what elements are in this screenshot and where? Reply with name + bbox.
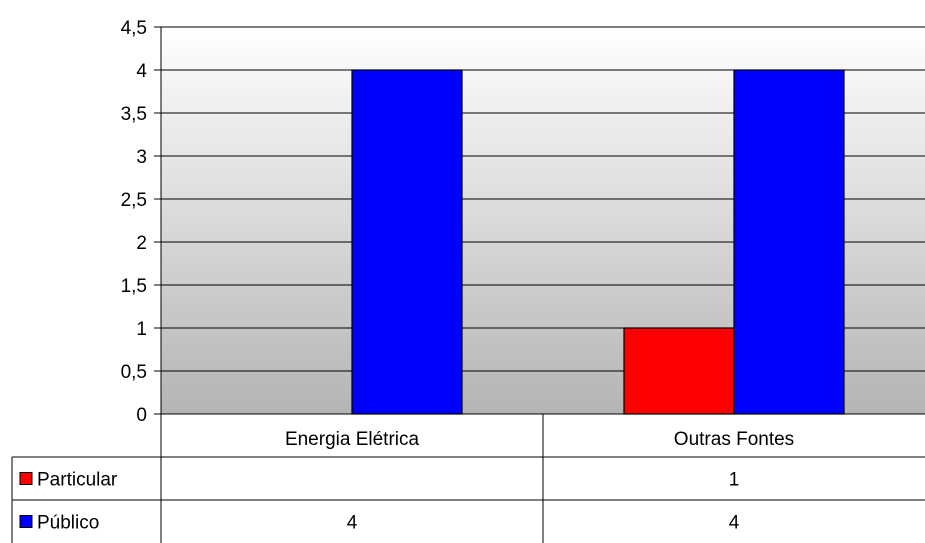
y-tick-label: 1 xyxy=(136,319,147,340)
y-tick-label: 0,5 xyxy=(121,362,147,383)
legend-label: Particular xyxy=(37,470,118,491)
data-label: 4 xyxy=(729,513,740,534)
y-tick-label: 0 xyxy=(136,405,147,426)
bar-público-2 xyxy=(733,69,845,415)
bar-público-1 xyxy=(351,69,463,415)
category-label: Outras Fontes xyxy=(674,429,794,450)
bar-particular-2 xyxy=(623,327,735,415)
data-label: 4 xyxy=(347,513,358,534)
y-tick-label: 3 xyxy=(136,147,147,168)
legend-label: Público xyxy=(37,513,99,534)
y-tick-label: 3,5 xyxy=(121,104,147,125)
y-tick-label: 2,5 xyxy=(121,190,147,211)
y-tick-label: 2 xyxy=(136,233,147,254)
bars xyxy=(351,69,845,415)
data-table: Energia Elétrica Outras Fontes Particular 1… xyxy=(11,414,925,543)
data-label: 1 xyxy=(729,470,740,491)
category-label: Energia Elétrica xyxy=(285,429,420,450)
y-axis-ticks: 0 0,5 1 1,5 2 2,5 3 3,5 4 4,5 xyxy=(121,18,161,426)
y-tick-label: 4 xyxy=(136,61,147,82)
y-tick-label: 1,5 xyxy=(121,276,147,297)
y-tick-label: 4,5 xyxy=(121,18,147,39)
legend-swatch-público xyxy=(19,515,33,528)
legend-swatch-particular xyxy=(19,472,33,485)
